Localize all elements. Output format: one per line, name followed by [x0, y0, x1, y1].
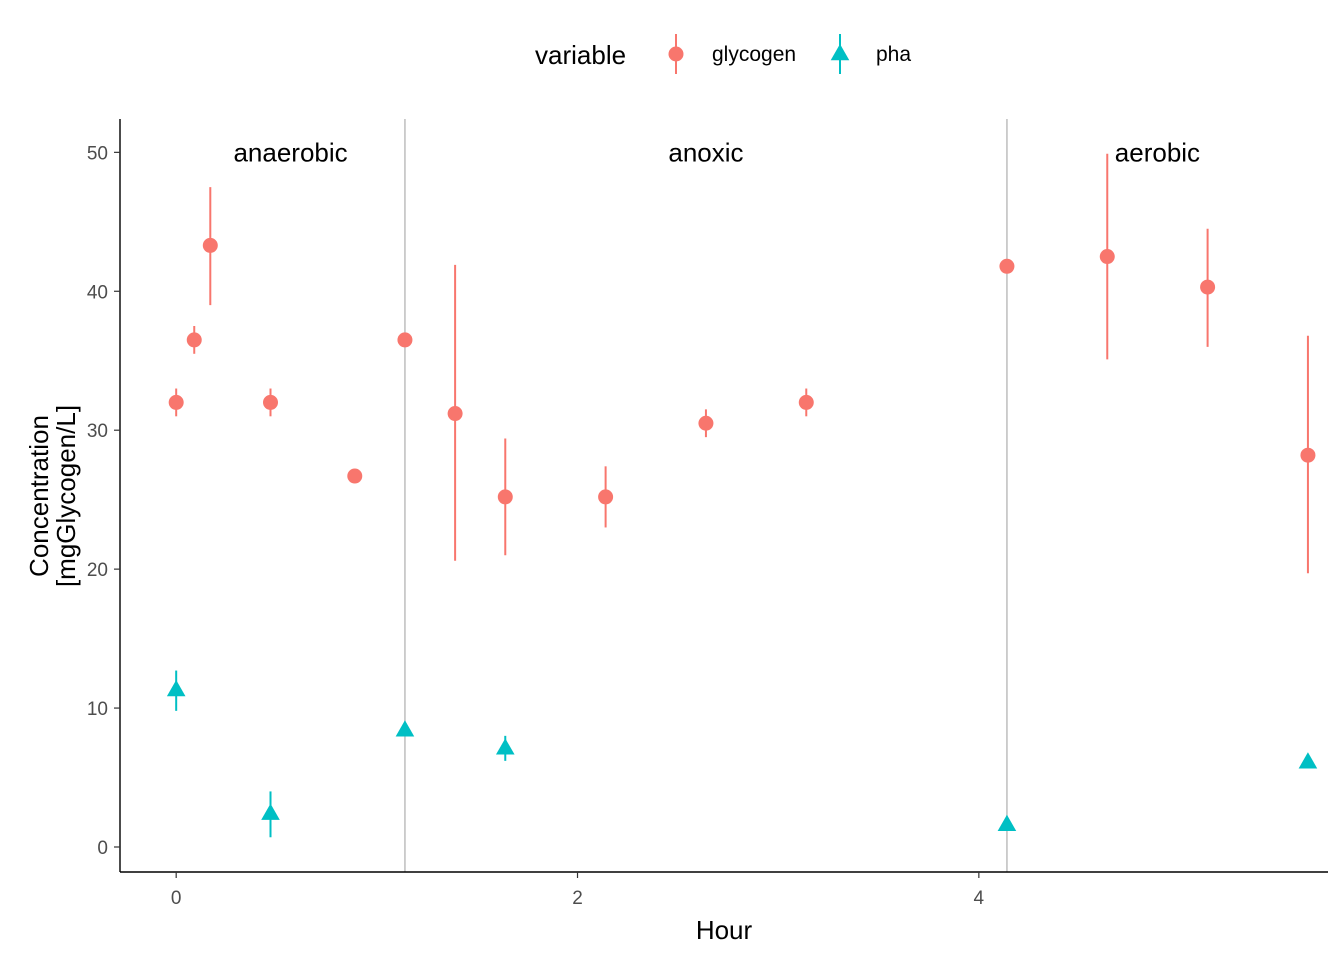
y-tick-label: 10 [87, 699, 108, 720]
y-axis-title-line-1: Concentration [24, 415, 54, 577]
y-axis-title-line-2: [mgGlycogen/L] [51, 405, 81, 587]
glycogen-point [397, 332, 413, 348]
y-tick-label: 20 [87, 560, 108, 581]
region-label-anoxic: anoxic [668, 137, 743, 167]
legend-key-triangle [830, 44, 850, 61]
glycogen-point [447, 406, 463, 422]
glycogen-point [798, 394, 814, 410]
error-bars [175, 153, 1309, 838]
region-label-anaerobic: anaerobic [233, 137, 347, 167]
glycogen-point [186, 332, 202, 348]
glycogen-point [168, 394, 184, 410]
y-tick-label: 30 [87, 421, 108, 442]
x-tick-label: 2 [572, 888, 583, 909]
glycogen-point [202, 237, 218, 253]
glycogen-point [1099, 249, 1115, 265]
x-tick-label: 4 [974, 888, 985, 909]
pha-point [495, 738, 515, 755]
legend-key-circle [668, 46, 684, 62]
legend: variable glycogen pha [535, 34, 911, 74]
glycogen-point [1300, 447, 1316, 463]
region-annotations: anaerobic anoxic aerobic [233, 137, 1200, 167]
pha-point [395, 720, 415, 737]
y-tick-label: 40 [87, 282, 108, 303]
pha-point [261, 803, 280, 820]
x-tick-label: 0 [171, 888, 182, 909]
legend-title: variable [535, 40, 626, 70]
y-axis-title: Concentration [mgGlycogen/L] [24, 405, 81, 587]
x-axis-ticks: 0 2 4 [171, 872, 985, 909]
pha-point [1298, 752, 1318, 769]
y-tick-label: 50 [87, 143, 108, 164]
glycogen-point [497, 489, 513, 505]
x-axis-title: Hour [696, 915, 753, 945]
y-axis-ticks: 0 10 20 30 40 50 [87, 143, 120, 859]
data-points [166, 237, 1318, 831]
legend-label: glycogen [712, 43, 796, 66]
glycogen-point [999, 258, 1015, 274]
pha-point [997, 814, 1017, 831]
region-label-aerobic: aerobic [1115, 137, 1200, 167]
legend-item-glycogen: glycogen [668, 34, 796, 74]
y-tick-label: 0 [97, 838, 108, 859]
pha-point [166, 680, 186, 697]
phase-lines [404, 119, 1008, 872]
glycogen-point [262, 394, 278, 410]
glycogen-point [1200, 279, 1216, 295]
glycogen-point [347, 468, 363, 484]
glycogen-point [698, 415, 714, 431]
legend-label: pha [876, 43, 911, 66]
glycogen-point [598, 489, 614, 505]
legend-item-pha: pha [830, 34, 911, 74]
